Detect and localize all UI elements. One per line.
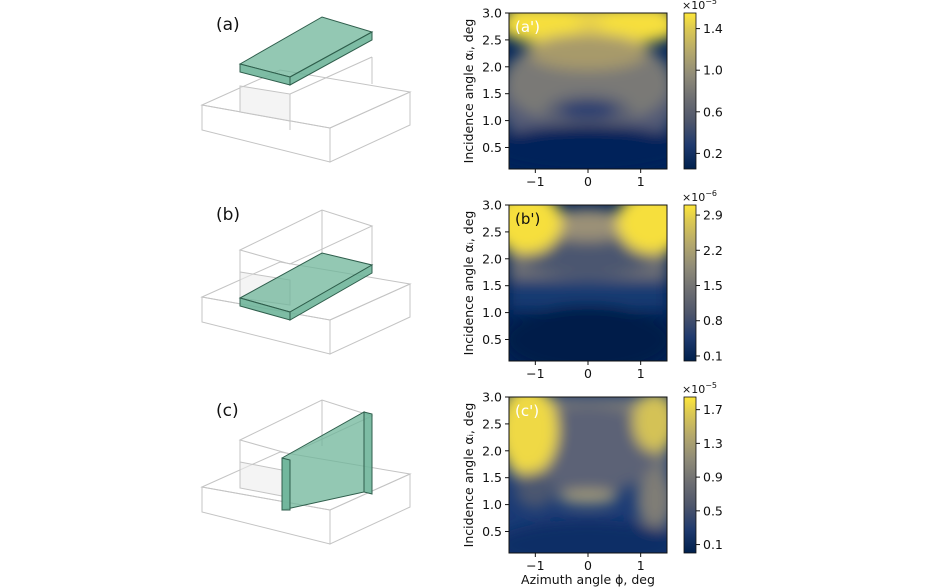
heatmap-panel-c: (c') −1 0 1 0.5 1.0 1.5 2.0 2.5 3.0 Incidence a… [461,381,723,587]
inset-label-b: (b') [515,210,540,228]
x-tick-label: 1 [637,174,645,189]
y-ticks: 0.5 1.0 1.5 2.0 2.5 3.0 [482,198,509,347]
colorbar-tick-label: 1.3 [703,436,723,451]
colorbar-tick-label: 1.5 [703,278,723,293]
geometry-label-b: (b) [216,205,240,225]
colorbar-tick-label: 0.1 [703,537,723,552]
x-tick-label: 0 [584,558,592,573]
y-tick-label: 1.5 [482,470,502,485]
slab [238,16,374,86]
y-tick-label: 0.5 [482,140,502,155]
geometry-a: (a) [200,15,412,163]
colorbar-multiplier: ×10−5 [682,381,717,396]
colorbar-tick-label: 0.6 [703,104,723,119]
x-tick-label: 1 [637,366,645,381]
inset-label-a: (a') [515,18,540,36]
y-axis-label: Incidence angle αᵢ, deg [461,211,476,356]
colorbar-tick-label: 1.7 [703,402,723,417]
colorbar-tick-label: 0.1 [703,348,723,363]
y-tick-label: 2.0 [482,251,502,266]
heatmap-image [509,205,667,361]
y-tick-label: 2.5 [482,224,502,239]
y-tick-label: 1.0 [482,497,502,512]
inset-label-c: (c') [515,402,539,420]
heatmap-image [509,397,667,553]
y-tick-label: 3.0 [482,390,502,405]
colorbar-multiplier: ×10−5 [682,0,717,12]
x-tick-label: −1 [526,366,544,381]
y-axis-label: Incidence angle αᵢ, deg [461,403,476,548]
colorbar-ticks: 0.1 0.8 1.5 2.2 2.9 [696,208,723,363]
colorbar-ticks: 0.1 0.5 0.9 1.3 1.7 [696,402,723,552]
y-tick-label: 1.5 [482,278,502,293]
colorbar-multiplier: ×10−6 [682,189,717,204]
colorbar [683,12,697,170]
x-tick-label: 1 [637,558,645,573]
colorbar-tick-label: 2.2 [703,243,723,258]
colorbar [683,204,697,362]
colorbar-tick-label: 1.4 [703,21,723,36]
x-tick-label: −1 [526,558,544,573]
colorbar-tick-label: 1.0 [703,63,723,78]
substrate-block [200,399,412,545]
slab [281,411,373,511]
x-tick-label: 0 [584,174,592,189]
geometry-c: (c) [200,399,412,545]
heatmap-image [509,13,667,169]
colorbar-ticks: 0.2 0.6 1.0 1.4 [696,21,723,161]
y-tick-label: 3.0 [482,198,502,213]
y-tick-label: 0.5 [482,524,502,539]
y-tick-label: 1.0 [482,113,502,128]
colorbar-tick-label: 0.5 [703,503,723,518]
y-tick-label: 1.0 [482,305,502,320]
y-tick-label: 2.0 [482,59,502,74]
colorbar-tick-label: 2.9 [703,208,723,223]
geometry-label-a: (a) [216,15,240,35]
x-axis-label: Azimuth angle ϕ, deg [521,572,655,587]
x-tick-label: −1 [526,174,544,189]
substrate-block [200,56,412,163]
heatmap-panel-a: (a') −1 0 1 0.5 1.0 1.5 2.0 2.5 3.0 Incidence a… [461,0,723,189]
colorbar [683,396,697,554]
x-ticks: −1 0 1 [526,169,645,189]
y-tick-label: 1.5 [482,86,502,101]
y-ticks: 0.5 1.0 1.5 2.0 2.5 3.0 [482,390,509,539]
y-ticks: 0.5 1.0 1.5 2.0 2.5 3.0 [482,6,509,155]
colorbar-tick-label: 0.8 [703,313,723,328]
geometry-b: (b) [200,205,412,355]
x-ticks: −1 0 1 [526,553,645,573]
heatmap-panel-b: (b') −1 0 1 0.5 1.0 1.5 2.0 2.5 3.0 Incidence a… [461,189,723,381]
y-tick-label: 3.0 [482,6,502,21]
y-tick-label: 2.5 [482,32,502,47]
x-tick-label: 0 [584,366,592,381]
y-tick-label: 2.0 [482,443,502,458]
y-axis-label: Incidence angle αᵢ, deg [461,19,476,164]
colorbar-tick-label: 0.2 [703,146,723,161]
geometry-label-c: (c) [216,401,239,421]
x-ticks: −1 0 1 [526,361,645,381]
slab [238,252,374,321]
y-tick-label: 0.5 [482,332,502,347]
colorbar-tick-label: 0.9 [703,470,723,485]
y-tick-label: 2.5 [482,416,502,431]
